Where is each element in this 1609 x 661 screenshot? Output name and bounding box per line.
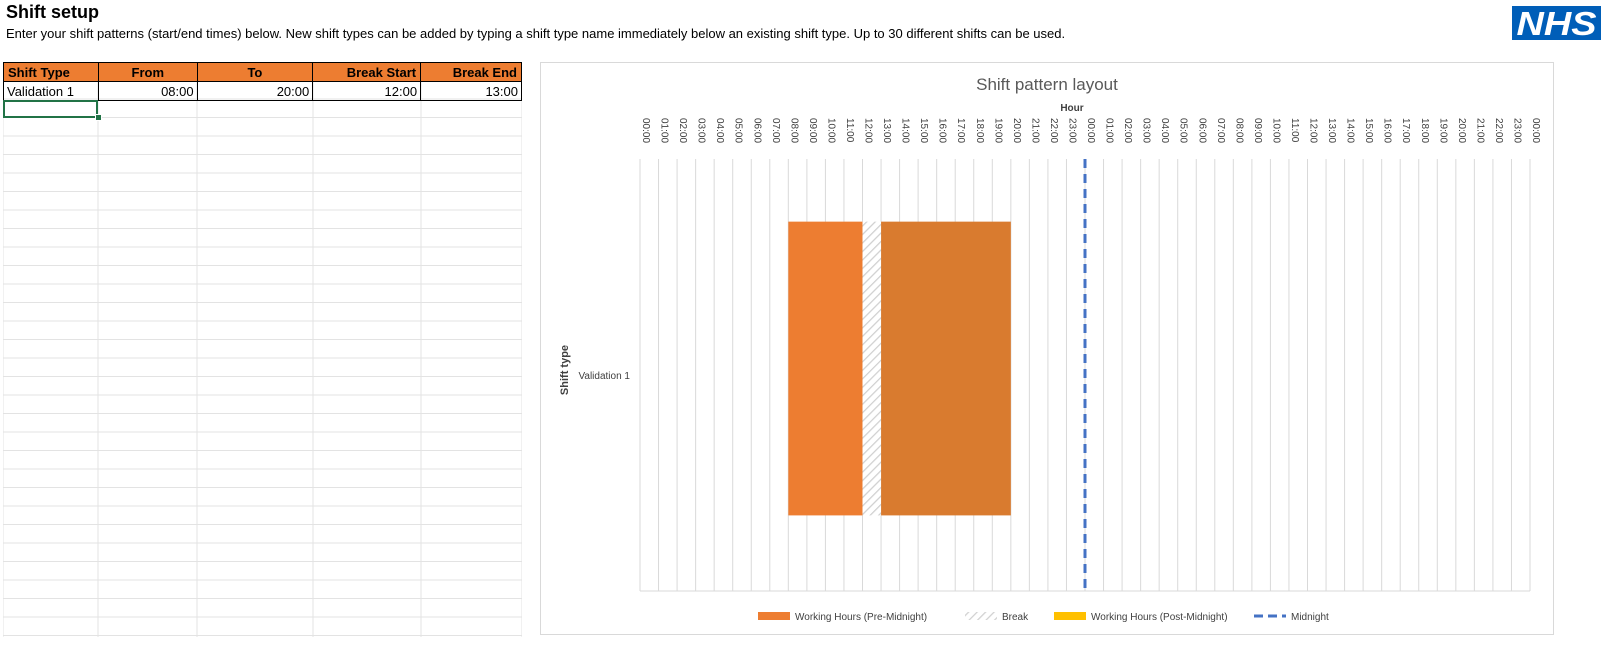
x-tick-label: 14:00 — [900, 118, 911, 143]
x-tick-label: 13:00 — [881, 118, 892, 143]
x-tick-label: 02:00 — [1122, 118, 1133, 143]
x-tick-label: 05:00 — [1178, 118, 1189, 143]
x-tick-label: 06:00 — [1196, 118, 1207, 143]
x-tick-label: 01:00 — [1104, 118, 1115, 143]
x-axis-title: Hour — [1060, 103, 1083, 114]
selected-cell[interactable] — [3, 100, 98, 118]
chart-svg: Shift pattern layout Hour Shift type 00:… — [559, 75, 1541, 623]
page-instructions: Enter your shift patterns (start/end tim… — [6, 26, 1066, 41]
y-category-labels: Validation 1 — [578, 371, 630, 382]
x-tick-label: 23:00 — [1511, 118, 1522, 143]
shift-table-header-row: Shift Type From To Break Start Break End — [3, 62, 522, 82]
x-tick-label: 19:00 — [1437, 118, 1448, 143]
x-tick-label: 08:00 — [1233, 118, 1244, 143]
shift-pattern-chart[interactable]: Shift pattern layout Hour Shift type 00:… — [540, 62, 1554, 635]
x-tick-label: 22:00 — [1493, 118, 1504, 143]
x-tick-label: 00:00 — [640, 118, 651, 143]
x-tick-label: 18:00 — [1419, 118, 1430, 143]
x-tick-label: 21:00 — [1474, 118, 1485, 143]
x-tick-label: 22:00 — [1048, 118, 1059, 143]
x-tick-label: 07:00 — [770, 118, 781, 143]
x-tick-label: 19:00 — [992, 118, 1003, 143]
x-tick-label: 12:00 — [1308, 118, 1319, 143]
x-tick-label: 07:00 — [1215, 118, 1226, 143]
x-tick-label: 03:00 — [696, 118, 707, 143]
cell-break-end[interactable]: 13:00 — [420, 81, 522, 101]
x-tick-label: 17:00 — [1400, 118, 1411, 143]
x-tick-label: 16:00 — [937, 118, 948, 143]
fill-handle[interactable] — [95, 114, 102, 121]
legend-swatch — [1054, 612, 1086, 620]
shift-bar-segment[interactable] — [862, 221, 882, 516]
legend-label: Working Hours (Post-Midnight) — [1091, 612, 1228, 623]
legend-label: Break — [1002, 612, 1029, 623]
x-tick-label: 15:00 — [1363, 118, 1374, 143]
x-tick-label: 23:00 — [1066, 118, 1077, 143]
cell-shift-type[interactable]: Validation 1 — [3, 81, 99, 101]
x-tick-labels: 00:00 01:00 02:00 03:00 04:00 05:00 06:00 07:00… — [640, 118, 1541, 143]
y-category-label: Validation 1 — [578, 371, 630, 382]
col-header-to[interactable]: To — [196, 62, 314, 82]
x-tick-label: 06:00 — [751, 118, 762, 143]
y-axis-title: Shift type — [559, 345, 571, 395]
cell-to[interactable]: 20:00 — [196, 81, 314, 101]
chart-title: Shift pattern layout — [976, 75, 1118, 94]
x-tick-label: 09:00 — [807, 118, 818, 143]
table-row: Validation 1 08:00 20:00 12:00 13:00 — [3, 81, 522, 101]
x-tick-label: 08:00 — [788, 118, 799, 143]
x-tick-label: 05:00 — [733, 118, 744, 143]
x-tick-label: 20:00 — [1456, 118, 1467, 143]
col-header-break-start[interactable]: Break Start — [312, 62, 422, 82]
page-title: Shift setup — [6, 2, 99, 22]
shift-table: Shift Type From To Break Start Break End… — [3, 62, 522, 101]
x-tick-label: 20:00 — [1011, 118, 1022, 143]
x-tick-label: 11:00 — [844, 118, 855, 143]
x-tick-label: 18:00 — [974, 118, 985, 143]
nhs-logo: NHS — [1510, 4, 1603, 42]
legend-label: Working Hours (Pre-Midnight) — [795, 612, 927, 623]
x-tick-label: 16:00 — [1382, 118, 1393, 143]
nhs-logo-text: NHS — [1517, 6, 1597, 40]
legend-swatch — [965, 612, 997, 620]
x-tick-label: 12:00 — [863, 118, 874, 143]
x-tick-label: 03:00 — [1141, 118, 1152, 143]
legend-label: Midnight — [1291, 612, 1329, 623]
x-tick-label: 04:00 — [714, 118, 725, 143]
shift-bar-segment[interactable] — [788, 221, 863, 516]
x-tick-label: 17:00 — [955, 118, 966, 143]
x-tick-label: 15:00 — [918, 118, 929, 143]
cell-break-start[interactable]: 12:00 — [312, 81, 422, 101]
chart-bars — [788, 159, 1087, 591]
chart-legend[interactable]: Working Hours (Pre-Midnight) Break Working… — [758, 612, 1329, 623]
legend-swatch — [758, 612, 790, 620]
x-tick-label: 00:00 — [1530, 118, 1541, 143]
x-tick-label: 21:00 — [1029, 118, 1040, 143]
sheet-gridlines — [3, 62, 522, 637]
x-tick-label: 14:00 — [1345, 118, 1356, 143]
x-tick-label: 01:00 — [659, 118, 670, 143]
col-header-break-end[interactable]: Break End — [420, 62, 522, 82]
x-tick-label: 04:00 — [1159, 118, 1170, 143]
x-tick-label: 02:00 — [677, 118, 688, 143]
x-tick-label: 13:00 — [1326, 118, 1337, 143]
x-tick-label: 10:00 — [825, 118, 836, 143]
x-tick-label: 00:00 — [1085, 118, 1096, 143]
x-tick-label: 09:00 — [1252, 118, 1263, 143]
x-tick-label: 11:00 — [1289, 118, 1300, 143]
shift-bar-segment[interactable] — [881, 221, 1011, 516]
cell-from[interactable]: 08:00 — [97, 81, 198, 101]
col-header-from[interactable]: From — [97, 62, 198, 82]
shift-table-sheet: Shift Type From To Break Start Break End… — [3, 62, 522, 637]
col-header-shift-type[interactable]: Shift Type — [3, 62, 99, 82]
x-tick-label: 10:00 — [1270, 118, 1281, 143]
